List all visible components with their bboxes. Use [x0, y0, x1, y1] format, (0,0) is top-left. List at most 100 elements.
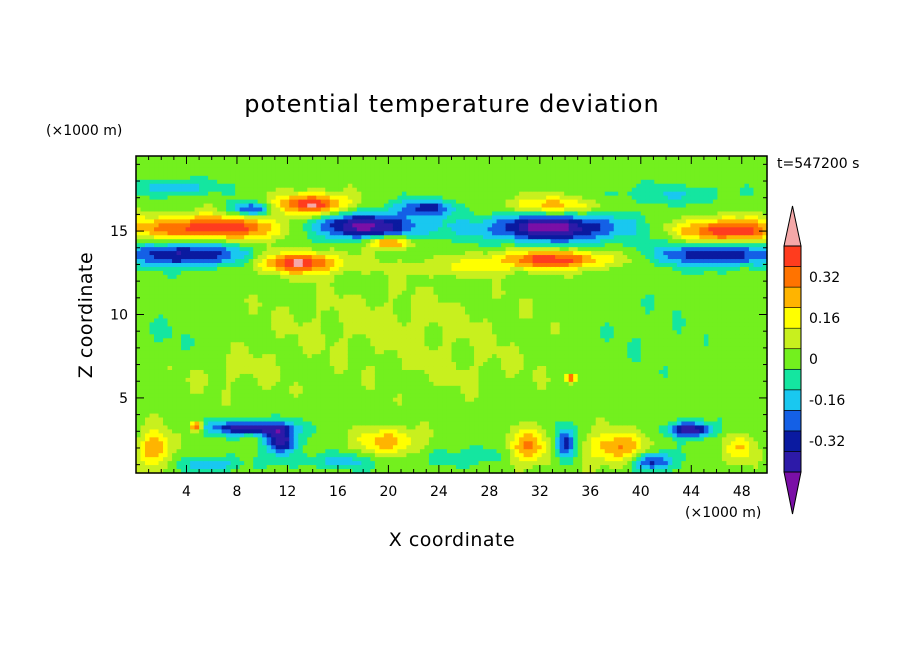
- heat-cell: [203, 334, 209, 339]
- heat-cell: [140, 270, 146, 276]
- heat-cell: [298, 156, 304, 161]
- heat-cell: [410, 266, 417, 272]
- heat-cell: [136, 187, 142, 193]
- heat-cell: [172, 413, 178, 419]
- heat-cell: [239, 227, 245, 232]
- heat-cell: [406, 251, 412, 256]
- heat-cell: [334, 346, 340, 351]
- heat-cell: [307, 270, 313, 276]
- heat-cell: [181, 346, 187, 351]
- heat-cell: [383, 211, 389, 217]
- heat-cell: [154, 342, 160, 347]
- heat-cell: [235, 183, 241, 189]
- heat-cell: [158, 433, 164, 438]
- heat-cell: [244, 373, 250, 379]
- heat-cell: [392, 255, 399, 260]
- heat-cell: [163, 366, 169, 371]
- heat-cell: [307, 235, 313, 240]
- heat-cell: [235, 243, 241, 248]
- heat-cell: [311, 290, 317, 296]
- heat-cell: [289, 314, 295, 320]
- heat-cell: [271, 207, 277, 213]
- heat-cell: [356, 393, 362, 399]
- heat-cell: [226, 255, 232, 260]
- heat-cell: [329, 425, 335, 431]
- heat-cell: [235, 314, 241, 320]
- heat-cell: [163, 227, 169, 232]
- heat-cell: [271, 243, 277, 248]
- heat-cell: [343, 235, 349, 240]
- heat-cell: [370, 453, 376, 458]
- heat-cell: [275, 199, 281, 205]
- heat-cell: [226, 290, 232, 296]
- heat-cell: [397, 167, 403, 173]
- heat-cell: [320, 429, 326, 434]
- heat-cell: [271, 179, 277, 185]
- heat-cell: [217, 235, 223, 240]
- heat-cell: [248, 397, 254, 403]
- heat-cell: [199, 179, 205, 185]
- heat-cell: [176, 342, 182, 347]
- heat-cell: [235, 381, 241, 387]
- heat-cell: [221, 266, 227, 272]
- heat-cell: [397, 223, 403, 228]
- heat-cell: [230, 259, 236, 264]
- heat-cell: [343, 251, 349, 256]
- heat-cell: [320, 199, 326, 205]
- heat-cell: [262, 270, 268, 276]
- heat-cell: [406, 243, 412, 248]
- heat-cell: [352, 322, 358, 327]
- heat-cell: [226, 441, 232, 446]
- heat-cell: [266, 401, 272, 407]
- heat-cell: [172, 369, 178, 375]
- heat-cell: [284, 342, 290, 347]
- heat-cell: [140, 453, 146, 458]
- heat-cell: [244, 302, 250, 308]
- heat-cell: [253, 318, 259, 324]
- heat-cell: [361, 330, 367, 335]
- heat-cell: [334, 413, 340, 419]
- heat-cell: [352, 369, 358, 375]
- heat-cell: [293, 358, 299, 363]
- heat-cell: [199, 373, 205, 379]
- heat-cell: [203, 235, 209, 240]
- heat-cell: [230, 449, 236, 454]
- heat-cell: [334, 314, 340, 320]
- heat-cell: [347, 346, 353, 351]
- heat-cell: [239, 290, 245, 296]
- heat-cell: [293, 290, 299, 296]
- heat-cell: [230, 231, 236, 236]
- heat-cell: [316, 255, 322, 260]
- heat-cell: [356, 461, 362, 466]
- heat-cell: [230, 163, 236, 169]
- heat-cell: [316, 393, 322, 399]
- heat-cell: [374, 270, 380, 276]
- heat-cell: [158, 231, 164, 236]
- heat-cell: [154, 437, 160, 442]
- heat-cell: [167, 294, 173, 300]
- heat-cell: [392, 409, 399, 415]
- heat-cell: [185, 306, 191, 312]
- heat-cell: [185, 330, 191, 335]
- heat-cell: [383, 175, 389, 181]
- heat-cell: [370, 278, 376, 284]
- heat-cell: [370, 207, 376, 213]
- heat-cell: [383, 342, 389, 347]
- heat-cell: [311, 377, 317, 383]
- heat-cell: [145, 330, 151, 335]
- heat-cell: [235, 294, 241, 300]
- heat-cell: [293, 274, 299, 280]
- heat-cell: [316, 465, 322, 470]
- heat-cell: [194, 393, 200, 399]
- heat-cell: [181, 223, 187, 228]
- heat-cell: [239, 314, 245, 320]
- heat-cell: [347, 278, 353, 284]
- heat-cell: [145, 203, 151, 209]
- heat-cell: [244, 377, 250, 383]
- heat-cell: [311, 270, 317, 276]
- heat-cell: [239, 377, 245, 383]
- heat-cell: [145, 302, 151, 308]
- heat-cell: [289, 298, 295, 304]
- heat-cell: [235, 255, 241, 260]
- heat-cell: [181, 199, 187, 205]
